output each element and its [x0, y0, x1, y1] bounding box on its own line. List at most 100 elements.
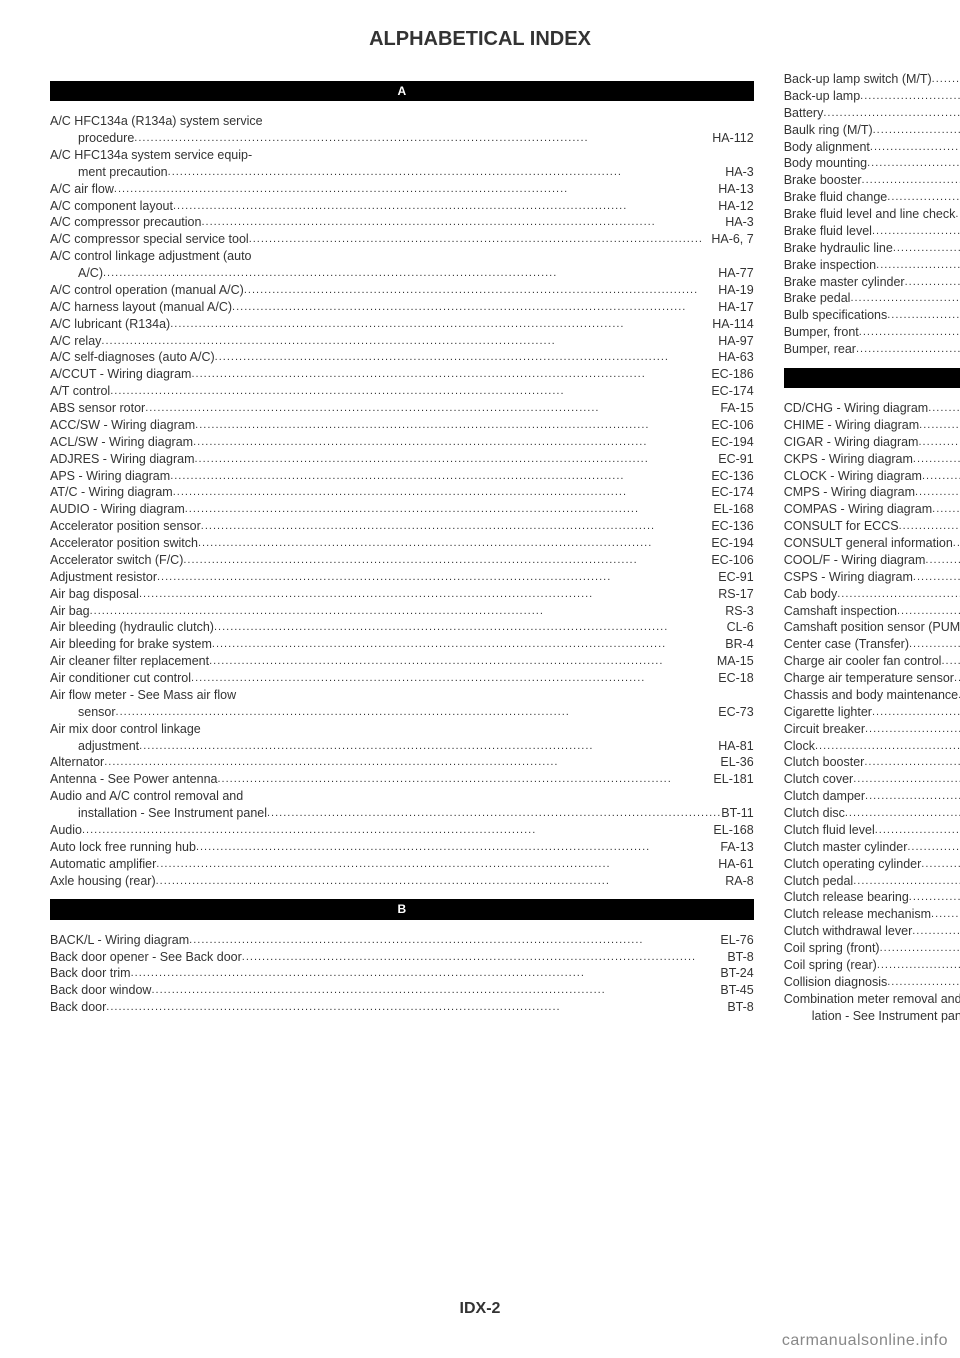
index-entry: Clutch master cylinderCL-7: [784, 839, 960, 856]
entry-label: Adjustment resistor: [50, 569, 157, 586]
entry-label: Auto lock free running hub: [50, 839, 196, 856]
watermark: carmanualsonline.info: [782, 1332, 948, 1350]
entry-label: A/T control: [50, 383, 110, 400]
index-entry: Back door windowBT-45: [50, 982, 754, 999]
index-entry: Coil spring (rear)RA-14: [784, 957, 960, 974]
entry-label: CONSULT for ECCS: [784, 518, 899, 535]
leader-dots: [853, 874, 960, 889]
entry-page: HA-63: [718, 349, 753, 366]
entry-page: EC-136: [711, 468, 753, 485]
entry-label: Audio: [50, 822, 82, 839]
leader-dots: [114, 182, 718, 197]
index-entry: Audio and A/C control removal and: [50, 788, 754, 805]
index-entry: Coil spring (front)FA-25: [784, 940, 960, 957]
index-entry: Brake fluid level and line checkBR-3: [784, 206, 960, 223]
index-entry: ClockEL-187: [784, 738, 960, 755]
leader-dots: [106, 1000, 727, 1015]
leader-dots: [915, 485, 960, 500]
leader-dots: [899, 519, 960, 534]
entry-label: Coil spring (rear): [784, 957, 877, 974]
index-entry: CKPS - Wiring diagramEC-143: [784, 451, 960, 468]
leader-dots: [185, 502, 714, 517]
entry-page: HA-77: [718, 265, 753, 282]
entry-page: HA-6, 7: [711, 231, 753, 248]
leader-dots: [217, 772, 713, 787]
index-entry: Charge air temperature sensorEC-121: [784, 670, 960, 687]
index-entry: sensorEC-73: [50, 704, 754, 721]
entry-page: HA-19: [718, 282, 753, 299]
entry-page: EL-168: [713, 822, 753, 839]
entry-page: EC-18: [718, 670, 753, 687]
entry-label: Charge air cooler fan control: [784, 653, 942, 670]
leader-dots: [815, 739, 960, 754]
leader-dots: [170, 317, 712, 332]
entry-page: HA-12: [718, 198, 753, 215]
leader-dots: [214, 620, 727, 635]
index-entry: BatteryEL-37: [784, 105, 960, 122]
entry-label: Body alignment: [784, 139, 870, 156]
leader-dots: [837, 587, 960, 602]
leader-dots: [887, 308, 960, 323]
index-entry: AT/C - Wiring diagramEC-174: [50, 484, 754, 501]
index-entry: Accelerator position switchEC-194: [50, 535, 754, 552]
index-entry: Clutch coverCL-14: [784, 771, 960, 788]
entry-page: FA-13: [720, 839, 753, 856]
entry-label: COMPAS - Wiring diagram: [784, 501, 932, 518]
index-entry: ACC/SW - Wiring diagramEC-106: [50, 417, 754, 434]
leader-dots: [823, 106, 960, 121]
column-left: AA/C HFC134a (R134a) system serviceproce…: [50, 71, 754, 1024]
index-entry: A/C compressor special service tool HA-6,…: [50, 231, 754, 248]
leader-dots: [104, 755, 720, 770]
entry-label: A/C compressor special service tool: [50, 231, 249, 248]
index-entry: Air bleeding for brake systemBR-4: [50, 636, 754, 653]
leader-dots: [173, 485, 712, 500]
index-entry: Cigarette lighterEL-186: [784, 704, 960, 721]
index-entry: Air mix door control linkage: [50, 721, 754, 738]
leader-dots: [856, 342, 960, 357]
index-entry: Clutch boosterCL-9: [784, 754, 960, 771]
leader-dots: [867, 156, 960, 171]
leader-dots: [196, 840, 720, 855]
entry-label: Brake hydraulic line: [784, 240, 893, 257]
leader-dots: [156, 874, 726, 889]
leader-dots: [913, 570, 960, 585]
entry-label: Brake fluid change: [784, 189, 888, 206]
leader-dots: [925, 553, 960, 568]
entry-label: Brake fluid level and line check: [784, 206, 956, 223]
index-entry: procedureHA-112: [50, 130, 754, 147]
leader-dots: [909, 890, 960, 905]
index-entry: Charge air cooler fan controlEC-177: [784, 653, 960, 670]
leader-dots: [232, 300, 718, 315]
leader-dots: [919, 418, 960, 433]
index-entry: Accelerator position sensorEC-136: [50, 518, 754, 535]
index-entry: Body mountingBT-48: [784, 155, 960, 172]
index-entry: APS - Wiring diagramEC-136: [50, 468, 754, 485]
index-entry: A/C harness layout (manual A/C)HA-17: [50, 299, 754, 316]
index-entry: Camshaft position sensor (PUMP)EC-66: [784, 619, 960, 636]
index-entry: A/C HFC134a system service equip-: [50, 147, 754, 164]
index-entry: Clutch withdrawal leverCL-11: [784, 923, 960, 940]
entry-label: Air conditioner cut control: [50, 670, 191, 687]
leader-dots: [170, 469, 711, 484]
leader-dots: [244, 283, 718, 298]
leader-dots: [191, 367, 711, 382]
leader-dots: [877, 958, 960, 973]
index-entry: Combination meter removal and instal-: [784, 991, 960, 1008]
leader-dots: [862, 173, 960, 188]
entry-label: A/C harness layout (manual A/C): [50, 299, 232, 316]
entry-label: CHIME - Wiring diagram: [784, 417, 919, 434]
entry-label: Cigarette lighter: [784, 704, 872, 721]
index-entry: A/C HFC134a (R134a) system service: [50, 113, 754, 130]
index-entry: Body alignmentBT-49: [784, 139, 960, 156]
entry-label: ACL/SW - Wiring diagram: [50, 434, 193, 451]
entry-label: Brake inspection: [784, 257, 876, 274]
entry-label: A/C air flow: [50, 181, 114, 198]
entry-label: AUDIO - Wiring diagram: [50, 501, 185, 518]
leader-dots: [893, 241, 960, 256]
leader-dots: [183, 553, 711, 568]
leader-dots: [215, 350, 719, 365]
entry-label: Brake booster: [784, 172, 862, 189]
leader-dots: [918, 435, 960, 450]
entry-label: Baulk ring (M/T): [784, 122, 873, 139]
entry-label: Clutch master cylinder: [784, 839, 908, 856]
